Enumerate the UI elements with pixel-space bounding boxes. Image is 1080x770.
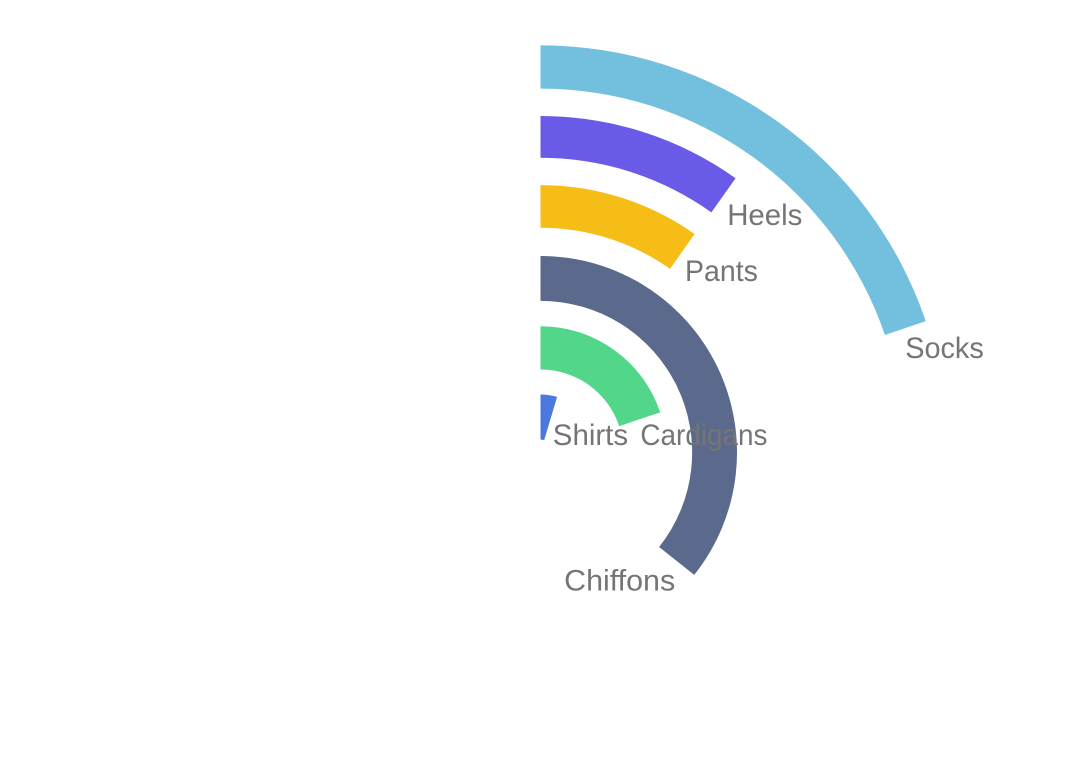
svg-text:Heels: Heels: [727, 199, 802, 232]
svg-text:Pants: Pants: [685, 255, 758, 288]
svg-text:Chiffons: Chiffons: [564, 565, 675, 598]
svg-text:Cardigans: Cardigans: [640, 419, 767, 452]
svg-text:Shirts: Shirts: [553, 419, 628, 452]
svg-text:Socks: Socks: [905, 332, 984, 365]
